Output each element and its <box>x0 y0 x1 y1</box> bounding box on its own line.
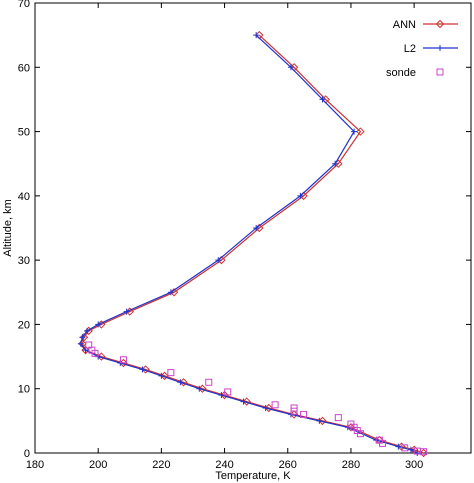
x-tick-label: 300 <box>405 459 423 471</box>
data-point-l2 <box>407 446 414 453</box>
legend-marker-sonde <box>436 68 444 76</box>
data-point-sonde <box>290 404 298 412</box>
data-point-l2 <box>316 417 323 424</box>
x-axis-title: Temperature, K <box>215 470 291 482</box>
series-l2 <box>77 32 421 456</box>
legend-marker-ann <box>435 19 445 29</box>
data-point-l2 <box>123 308 130 315</box>
data-point-l2 <box>253 225 260 231</box>
data-point-ann <box>346 423 356 432</box>
y-tick-label: 10 <box>18 384 30 396</box>
series-line-ann <box>81 34 424 454</box>
x-tick-label: 220 <box>152 459 170 471</box>
data-point-l2 <box>139 366 146 373</box>
plot-frame <box>34 2 472 454</box>
data-point-ann <box>419 448 428 458</box>
data-point-l2 <box>167 289 174 296</box>
y-tick-label: 20 <box>18 319 30 331</box>
legend: ANN L2 sonde <box>386 19 458 79</box>
data-point-l2 <box>332 160 339 167</box>
data-point-ann <box>79 333 89 342</box>
data-point-l2 <box>95 321 102 328</box>
data-point-l2 <box>262 405 269 411</box>
series-ann <box>78 30 428 458</box>
data-point-l2 <box>351 128 358 135</box>
x-tick-label: 240 <box>215 459 233 471</box>
data-point-ann <box>198 384 207 393</box>
data-point-sonde <box>334 414 342 422</box>
data-point-ann <box>242 397 251 406</box>
legend-label-sonde: sonde <box>386 67 416 79</box>
data-point-ann <box>179 378 188 387</box>
data-point-sonde <box>205 378 213 386</box>
data-point-l2 <box>297 192 304 199</box>
data-point-ann <box>160 371 169 381</box>
x-tick-label: 180 <box>26 459 44 471</box>
legend-label-l2: L2 <box>404 43 416 55</box>
data-point-sonde <box>347 420 355 428</box>
data-point-ann <box>97 320 106 329</box>
data-point-sonde <box>167 369 175 377</box>
data-point-sonde <box>271 401 279 409</box>
data-point-ann <box>220 390 229 400</box>
data-point-sonde <box>375 436 383 444</box>
data-point-ann <box>289 410 299 419</box>
data-point-sonde <box>300 410 308 418</box>
data-point-ann <box>78 339 87 348</box>
data-point-ann <box>97 352 106 361</box>
data-point-sonde <box>119 356 127 364</box>
data-point-l2 <box>79 334 86 341</box>
y-tick-label: 40 <box>18 191 30 203</box>
data-point-ann <box>264 403 274 413</box>
x-axis-ticks: 180 200 220 240 260 280 300 <box>26 3 423 471</box>
data-point-l2 <box>196 385 203 392</box>
data-point-l2 <box>287 64 294 71</box>
data-point-l2 <box>177 379 184 386</box>
y-tick-label: 30 <box>18 255 30 267</box>
data-point-ann <box>356 127 365 136</box>
data-point-l2 <box>395 443 402 450</box>
series-sonde <box>85 341 428 456</box>
y-axis-ticks: 0 10 20 30 40 50 60 70 <box>18 0 471 460</box>
data-point-l2 <box>84 327 91 334</box>
data-point-ann <box>125 307 134 316</box>
data-point-l2 <box>240 398 247 405</box>
y-tick-label: 60 <box>18 62 30 74</box>
series-layer <box>77 30 428 458</box>
y-axis-title: Altitude, km <box>2 199 14 256</box>
data-point-l2 <box>215 257 222 264</box>
x-tick-label: 280 <box>342 459 360 471</box>
data-point-l2 <box>218 392 225 399</box>
data-point-ann <box>119 358 128 368</box>
series-line-l2 <box>80 34 418 454</box>
data-point-ann <box>81 345 90 355</box>
data-point-ann <box>318 416 327 426</box>
data-point-l2 <box>253 32 260 39</box>
legend-label-ann: ANN <box>393 19 416 31</box>
y-tick-label: 50 <box>18 127 30 139</box>
y-tick-label: 70 <box>18 0 30 10</box>
legend-marker-l2 <box>437 45 443 51</box>
data-point-l2 <box>414 450 421 456</box>
x-tick-label: 260 <box>279 459 297 471</box>
y-tick-label: 0 <box>24 448 30 460</box>
data-point-sonde <box>413 447 421 455</box>
data-point-l2 <box>158 372 165 379</box>
data-point-l2 <box>319 96 326 103</box>
data-point-sonde <box>224 388 232 396</box>
data-point-sonde <box>85 341 93 349</box>
data-point-l2 <box>77 340 84 347</box>
data-point-sonde <box>401 444 409 452</box>
data-point-ann <box>84 326 93 336</box>
data-point-ann <box>141 365 150 374</box>
x-tick-label: 200 <box>89 459 107 471</box>
